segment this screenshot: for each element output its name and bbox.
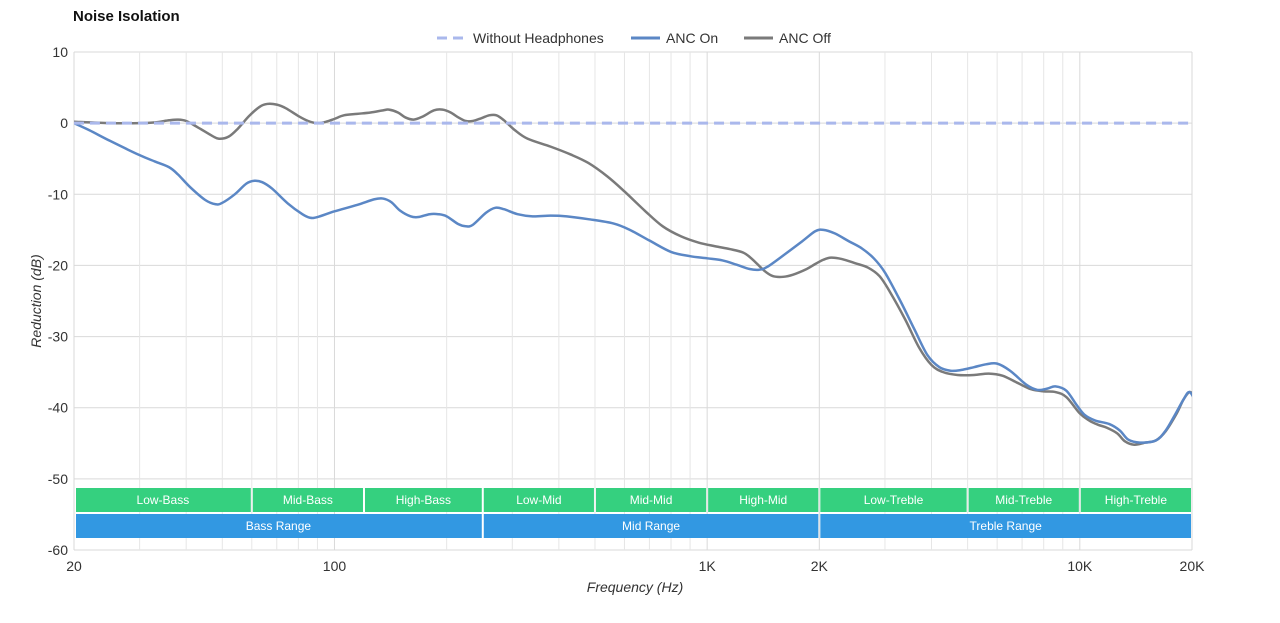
sub-band-label: Low-Treble [864,493,924,507]
sub-band [1080,488,1191,512]
x-tick-label: 1K [699,558,717,574]
legend-label: ANC Off [779,30,831,46]
legend-label: ANC On [666,30,718,46]
y-tick-label: -10 [48,186,68,202]
x-tick-label: 2K [811,558,829,574]
sub-band-label: High-Bass [396,493,451,507]
series-line-anc-on [74,122,1192,444]
x-tick-label: 100 [323,558,347,574]
sub-band [708,488,819,512]
range-band [76,514,482,538]
range-band [820,514,1191,538]
sub-band [968,488,1079,512]
x-tick-label: 20 [66,558,82,574]
sub-band-label: Mid-Mid [630,493,673,507]
frequency-bands: Low-Bass Mid-Bass High-Bass Low-Mid Mid-Mid H… [76,488,1191,538]
y-tick-label: -40 [48,400,68,416]
sub-band [252,488,363,512]
x-axis-label: Frequency (Hz) [587,579,683,595]
legend-label: Without Headphones [473,30,604,46]
y-axis-ticks: 10 0 -10 -20 -30 -40 -50 -60 [48,44,68,558]
y-axis-label: Reduction (dB) [28,254,44,347]
sub-band-label: Low-Bass [137,493,190,507]
grid [73,51,1193,551]
y-tick-label: 10 [52,44,68,60]
sub-band [76,488,251,512]
sub-band [820,488,967,512]
y-tick-label: -50 [48,471,68,487]
sub-band [364,488,482,512]
y-tick-label: -30 [48,329,68,345]
range-band [483,514,819,538]
sub-band-label: Low-Mid [516,493,561,507]
range-band-label: Treble Range [970,519,1043,533]
y-tick-label: -60 [48,542,68,558]
sub-band-label: Mid-Treble [995,493,1052,507]
sub-band [483,488,594,512]
series-line-anc-off [74,102,1192,446]
y-tick-label: 0 [60,115,68,131]
sub-band-label: High-Treble [1105,493,1168,507]
sub-band-label: High-Mid [739,493,787,507]
x-tick-label: 10K [1067,558,1093,574]
legend: Without Headphones ANC On ANC Off [437,30,831,46]
y-tick-label: -20 [48,257,68,273]
series-lines [74,102,1192,446]
x-axis-ticks: 20 100 1K 2K 10K 20K [66,558,1205,574]
sub-band [595,488,707,512]
range-band-label: Bass Range [246,519,312,533]
sub-band-label: Mid-Bass [283,493,333,507]
x-tick-label: 20K [1180,558,1206,574]
chart-title: Noise Isolation [73,8,180,25]
range-band-label: Mid Range [622,519,680,533]
